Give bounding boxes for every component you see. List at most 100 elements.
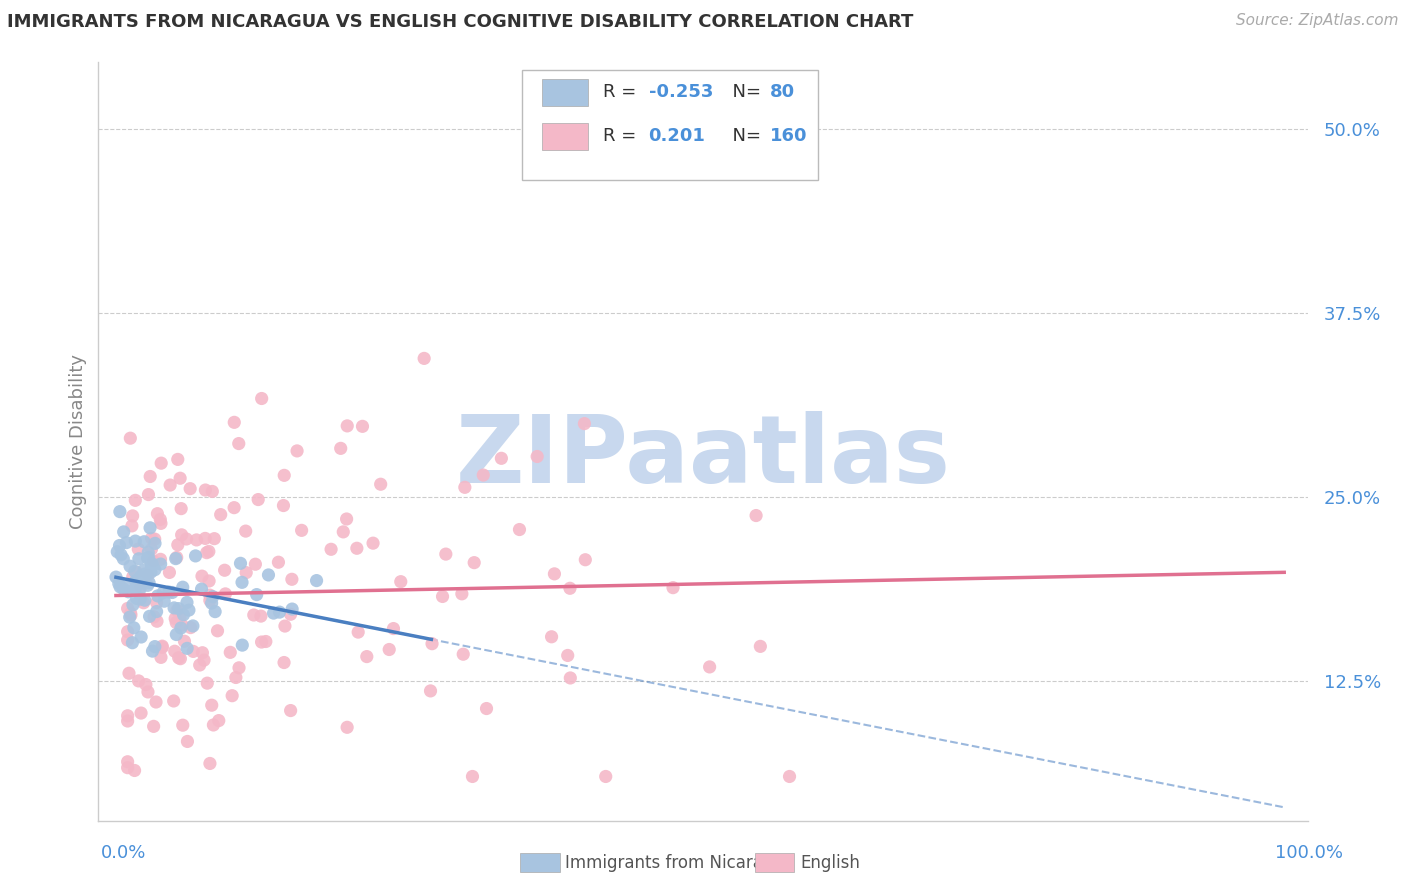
Point: [191, 569, 214, 583]
Point: [194, 483, 217, 497]
Point: [166, 550, 188, 565]
Point: [163, 694, 186, 708]
Point: [319, 542, 342, 557]
Point: [141, 542, 163, 557]
Point: [129, 580, 152, 594]
Point: [699, 660, 721, 674]
Text: N=: N=: [721, 83, 766, 102]
Point: [117, 579, 139, 593]
Point: [281, 572, 304, 586]
Point: [195, 546, 218, 560]
Point: [124, 764, 146, 778]
Point: [128, 551, 150, 566]
Point: [139, 469, 162, 483]
Point: [198, 574, 221, 588]
Point: [557, 648, 579, 663]
Point: [273, 499, 295, 513]
Point: [149, 552, 172, 566]
Point: [134, 593, 156, 607]
Point: [146, 507, 169, 521]
Point: [122, 598, 145, 612]
Point: [250, 392, 273, 406]
Point: [166, 452, 188, 467]
Point: [204, 605, 226, 619]
Point: [451, 647, 474, 661]
Point: [152, 585, 174, 599]
Point: [150, 456, 173, 470]
Point: [413, 351, 436, 366]
Point: [166, 603, 188, 617]
Point: [198, 588, 221, 602]
Point: [194, 532, 217, 546]
Point: [115, 535, 138, 549]
Point: [167, 650, 190, 665]
Point: [242, 607, 264, 622]
Point: [129, 630, 152, 644]
Point: [134, 534, 156, 549]
Point: [274, 619, 297, 633]
Text: 80: 80: [769, 83, 794, 102]
Point: [166, 538, 188, 552]
Point: [145, 695, 167, 709]
Point: [162, 585, 184, 599]
Point: [176, 595, 198, 609]
Point: [124, 534, 146, 549]
Point: [143, 609, 166, 624]
Point: [347, 625, 370, 640]
Point: [201, 590, 224, 604]
Point: [190, 582, 212, 596]
Point: [186, 533, 208, 547]
Point: [125, 566, 148, 580]
Point: [250, 635, 273, 649]
Point: [574, 553, 596, 567]
Point: [127, 573, 149, 587]
Point: [202, 718, 225, 732]
Point: [125, 574, 148, 588]
Point: [245, 558, 267, 572]
Point: [129, 706, 152, 720]
Text: 160: 160: [769, 128, 807, 145]
Text: IMMIGRANTS FROM NICARAGUA VS ENGLISH COGNITIVE DISABILITY CORRELATION CHART: IMMIGRANTS FROM NICARAGUA VS ENGLISH COG…: [7, 13, 914, 31]
Point: [336, 418, 359, 433]
Point: [198, 756, 221, 771]
Point: [138, 609, 160, 624]
Text: R =: R =: [603, 128, 641, 145]
Text: Immigrants from Nicaragua: Immigrants from Nicaragua: [565, 854, 794, 871]
Point: [145, 596, 167, 610]
Point: [138, 487, 160, 501]
Text: 100.0%: 100.0%: [1275, 844, 1343, 862]
Point: [121, 636, 143, 650]
Point: [329, 442, 352, 456]
Point: [150, 639, 173, 653]
Point: [110, 548, 132, 562]
Point: [112, 551, 135, 566]
Text: -0.253: -0.253: [648, 83, 713, 102]
Point: [231, 575, 253, 590]
Point: [141, 558, 163, 573]
Point: [141, 644, 163, 658]
Point: [361, 536, 384, 550]
Point: [235, 566, 257, 580]
Point: [176, 532, 198, 546]
Point: [207, 624, 229, 638]
Point: [127, 542, 149, 557]
Point: [169, 651, 191, 665]
Point: [135, 677, 157, 691]
Point: [118, 559, 141, 574]
Text: English: English: [800, 854, 860, 871]
Point: [749, 640, 772, 654]
Text: 0.0%: 0.0%: [101, 844, 146, 862]
Point: [121, 519, 143, 533]
Point: [146, 614, 169, 628]
Point: [336, 512, 359, 526]
Point: [370, 477, 392, 491]
Point: [108, 505, 131, 519]
Point: [134, 567, 156, 582]
Point: [112, 524, 135, 539]
Point: [221, 689, 243, 703]
Point: [143, 563, 166, 577]
Point: [198, 593, 221, 607]
Point: [461, 769, 484, 783]
Point: [108, 539, 131, 553]
Point: [267, 555, 290, 569]
